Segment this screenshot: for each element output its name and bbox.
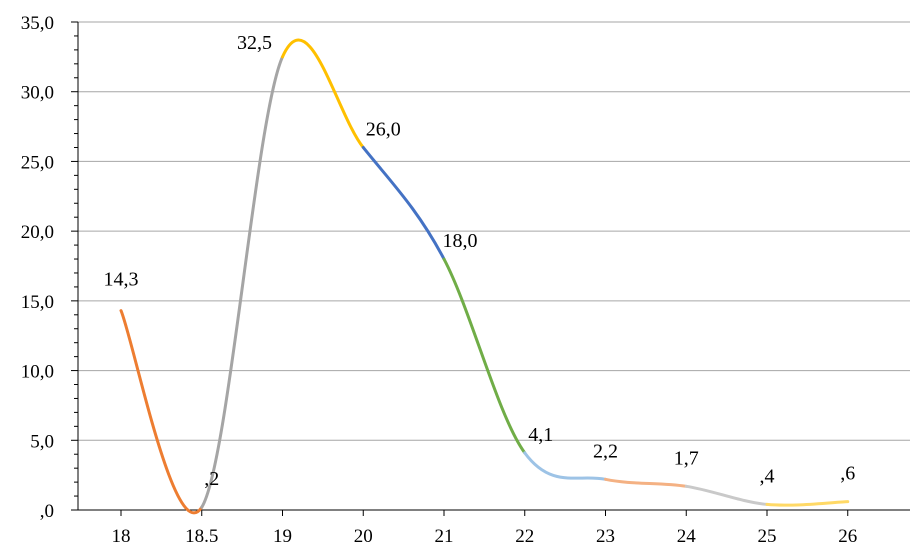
y-tick-labels: ,0 5,0 10,0 15,0 20,0 25,0 30,0 35,0 (21, 13, 54, 522)
gridlines (78, 21, 910, 441)
y-tick-label: 10,0 (21, 362, 54, 383)
x-tick-label: 26 (838, 526, 857, 547)
series-line-segment (684, 484, 769, 506)
x-tick-label: 23 (596, 526, 615, 547)
y-tick-label: 20,0 (21, 222, 54, 243)
data-label: ,4 (760, 465, 775, 487)
series-line-segment (200, 55, 284, 509)
x-tick-label: 20 (354, 526, 373, 547)
data-label: 4,1 (528, 424, 553, 446)
y-tick-label: ,0 (40, 501, 54, 522)
y-tick-label: 30,0 (21, 83, 54, 104)
series-line-segment (604, 477, 688, 488)
data-label: 18,0 (443, 230, 478, 252)
y-tick-label: 35,0 (21, 13, 54, 34)
data-label: 1,7 (674, 447, 699, 469)
data-series (119, 38, 850, 515)
data-label: 2,2 (593, 440, 618, 462)
data-label: 32,5 (237, 32, 272, 54)
x-tick-label: 21 (435, 526, 454, 547)
axes (71, 21, 910, 516)
x-tick-labels: 18 18.5 19 20 21 22 23 24 25 26 (112, 526, 858, 547)
data-labels: 14,3 ,2 32,5 26,0 18,0 4,1 2,2 1,7 ,4 ,6 (104, 32, 856, 490)
series-line-segment (442, 257, 527, 455)
series-line-segment (119, 309, 204, 515)
x-tick-label: 18.5 (185, 526, 218, 547)
y-tick-label: 15,0 (21, 292, 54, 313)
x-tick-label: 19 (273, 526, 292, 547)
x-tick-label: 22 (515, 526, 534, 547)
series-line-segment (523, 451, 607, 481)
y-tick-label: 5,0 (30, 431, 54, 452)
x-tick-label: 18 (112, 526, 131, 547)
series-line-segment (281, 38, 365, 149)
data-label: 14,3 (104, 269, 139, 291)
x-tick-label: 25 (758, 526, 777, 547)
series-line-segment (765, 500, 850, 507)
data-label: ,2 (204, 468, 219, 490)
data-label: 26,0 (366, 118, 401, 140)
x-tick-label: 24 (677, 526, 697, 547)
data-label: ,6 (840, 463, 855, 485)
y-tick-label: 25,0 (21, 152, 54, 173)
series-line-segment (361, 145, 446, 261)
